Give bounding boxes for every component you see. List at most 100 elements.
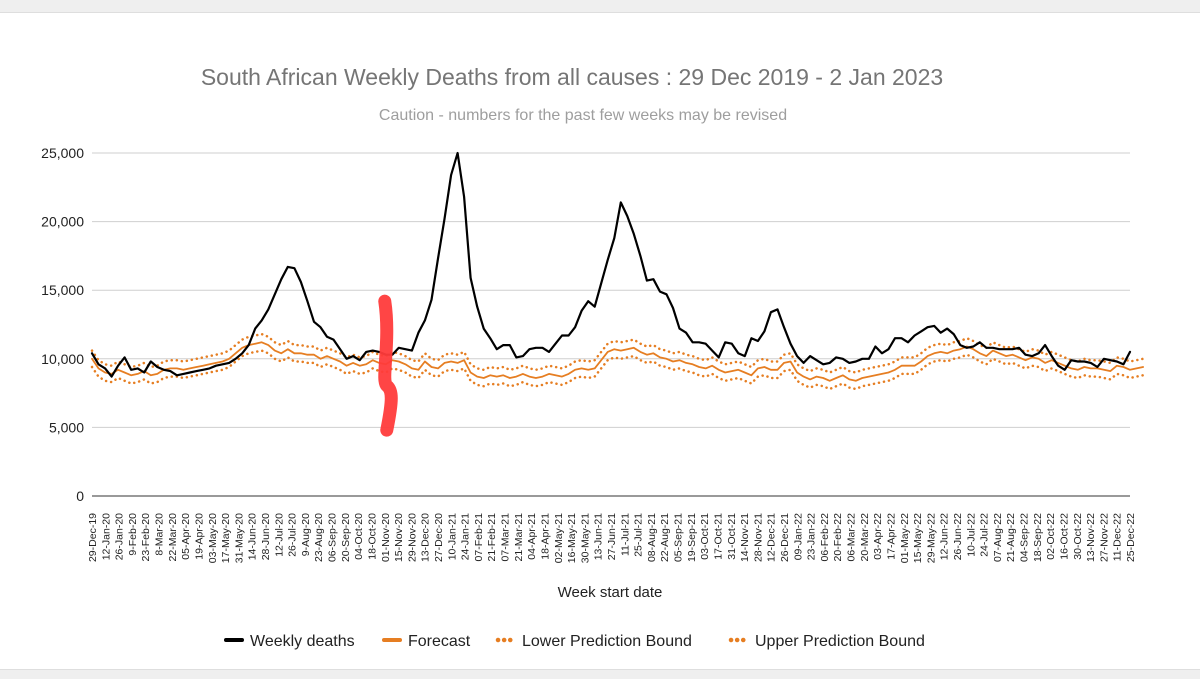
x-tick-label: 16-May-21	[566, 513, 578, 563]
legend-label: Forecast	[408, 633, 471, 650]
x-axis-title: Week start date	[558, 584, 663, 601]
x-tick-label: 29-Nov-20	[406, 513, 418, 562]
x-tick-label: 25-Jul-21	[633, 513, 645, 557]
x-tick-label: 06-Sep-20	[327, 513, 339, 562]
x-tick-label: 27-Jun-21	[606, 513, 618, 560]
x-tick-label: 05-Sep-21	[673, 513, 685, 562]
legend-label: Weekly deaths	[250, 633, 355, 650]
x-axis: 29-Dec-19 12-Jan-20 26-Jan-20 9-Feb-20 23-Fe…	[87, 513, 1137, 563]
x-tick-label: 04-Oct-20	[353, 513, 365, 560]
x-tick-label: 18-Oct-20	[366, 513, 378, 560]
x-tick-label: 17-Oct-21	[712, 513, 724, 560]
x-tick-label: 9-Aug-20	[300, 513, 312, 556]
x-tick-label: 8-Mar-20	[154, 513, 166, 556]
x-tick-label: 10-Jan-21	[446, 513, 458, 560]
y-tick-label: 0	[76, 488, 84, 504]
x-tick-label: 17-May-20	[220, 513, 232, 563]
x-tick-label: 21-Mar-21	[513, 513, 525, 562]
x-tick-label: 01-Nov-20	[380, 513, 392, 562]
x-tick-label: 13-Dec-20	[420, 513, 432, 562]
x-tick-label: 29-Dec-19	[87, 513, 99, 562]
x-tick-label: 25-Dec-22	[1125, 513, 1137, 562]
x-tick-label: 27-Dec-20	[433, 513, 445, 562]
x-tick-label: 19-Apr-20	[193, 513, 205, 560]
x-tick-label: 27-Nov-22	[1098, 513, 1110, 562]
x-tick-label: 24-Jul-22	[979, 513, 991, 557]
x-tick-label: 13-Jun-21	[593, 513, 605, 560]
x-tick-label: 19-Sep-21	[686, 513, 698, 562]
legend-item: Weekly deaths	[224, 633, 355, 650]
gridlines	[92, 152, 1130, 497]
x-tick-label: 24-Jan-21	[460, 513, 472, 560]
x-tick-label: 18-Apr-21	[539, 513, 551, 560]
red-annotation-stroke	[378, 294, 398, 437]
x-tick-label: 31-Oct-21	[726, 513, 738, 560]
x-tick-label: 02-May-21	[553, 513, 565, 563]
x-tick-label: 30-Oct-22	[1072, 513, 1084, 560]
series-lines	[90, 151, 1145, 391]
legend-label: Upper Prediction Bound	[755, 633, 925, 650]
x-tick-label: 17-Apr-22	[885, 513, 897, 560]
x-tick-label: 10-Jul-22	[965, 513, 977, 557]
y-axis: 0 5,000 10,000 15,000 20,000 25,000	[41, 145, 84, 504]
x-tick-label: 31-May-20	[233, 513, 245, 563]
x-tick-label: 23-Feb-20	[140, 513, 152, 562]
legend-item: Upper Prediction Bound	[728, 633, 925, 650]
legend-label: Lower Prediction Bound	[522, 633, 692, 650]
x-tick-label: 18-Sep-22	[1032, 513, 1044, 562]
x-tick-label: 12-Jul-20	[273, 513, 285, 557]
x-tick-label: 12-Dec-21	[766, 513, 778, 562]
x-tick-label: 12-Jan-20	[100, 513, 112, 560]
x-tick-label: 08-Aug-21	[646, 513, 658, 562]
y-tick-label: 5,000	[49, 419, 84, 435]
x-tick-label: 09-Jan-22	[792, 513, 804, 560]
x-tick-label: 26-Jan-20	[114, 513, 126, 560]
x-tick-label: 26-Dec-21	[779, 513, 791, 562]
x-tick-label: 28-Jun-20	[260, 513, 272, 560]
series-line-upper-prediction-bound	[90, 332, 1145, 374]
x-tick-label: 20-Sep-20	[340, 513, 352, 562]
x-tick-label: 21-Aug-22	[1005, 513, 1017, 562]
x-tick-label: 29-May-22	[925, 513, 937, 563]
x-tick-label: 01-May-22	[899, 513, 911, 563]
x-tick-label: 28-Nov-21	[752, 513, 764, 562]
y-tick-label: 10,000	[41, 351, 84, 367]
legend-item: Lower Prediction Bound	[495, 633, 692, 650]
chart-title: South African Weekly Deaths from all cau…	[201, 64, 943, 90]
x-tick-label: 05-Apr-20	[180, 513, 192, 560]
x-tick-label: 07-Aug-22	[992, 513, 1004, 562]
x-tick-label: 07-Mar-21	[500, 513, 512, 562]
x-tick-label: 04-Sep-22	[1019, 513, 1031, 562]
x-tick-label: 20-Mar-22	[859, 513, 871, 562]
x-tick-label: 02-Oct-22	[1045, 513, 1057, 560]
legend-item: Forecast	[382, 633, 471, 650]
x-tick-label: 26-Jun-22	[952, 513, 964, 560]
x-tick-label: 04-Apr-21	[526, 513, 538, 560]
x-tick-label: 07-Feb-21	[473, 513, 485, 562]
y-tick-label: 15,000	[41, 282, 84, 298]
legend: Weekly deaths Forecast Lower Prediction Bo…	[224, 633, 925, 650]
x-tick-label: 23-Aug-20	[313, 513, 325, 562]
x-tick-label: 03-May-20	[207, 513, 219, 563]
series-line-lower-prediction-bound	[90, 349, 1145, 391]
x-tick-label: 13-Nov-22	[1085, 513, 1097, 562]
x-tick-label: 20-Feb-22	[832, 513, 844, 562]
x-tick-label: 03-Apr-22	[872, 513, 884, 560]
x-tick-label: 03-Oct-21	[699, 513, 711, 560]
x-tick-label: 23-Jan-22	[806, 513, 818, 560]
x-tick-label: 22-Aug-21	[659, 513, 671, 562]
x-tick-label: 21-Feb-21	[486, 513, 498, 562]
x-tick-label: 22-Mar-20	[167, 513, 179, 562]
red-annotation	[378, 294, 398, 437]
x-tick-label: 06-Mar-22	[846, 513, 858, 562]
x-tick-label: 16-Oct-22	[1058, 513, 1070, 560]
y-tick-label: 20,000	[41, 214, 84, 230]
x-tick-label: 11-Dec-22	[1112, 513, 1124, 561]
x-tick-label: 06-Feb-22	[819, 513, 831, 562]
x-tick-label: 14-Jun-20	[247, 513, 259, 560]
series-line-weekly-deaths	[90, 151, 1132, 378]
x-tick-label: 26-Jul-20	[287, 513, 299, 557]
x-tick-label: 15-Nov-20	[393, 513, 405, 562]
x-tick-label: 9-Feb-20	[127, 513, 139, 556]
x-tick-label: 14-Nov-21	[739, 513, 751, 562]
